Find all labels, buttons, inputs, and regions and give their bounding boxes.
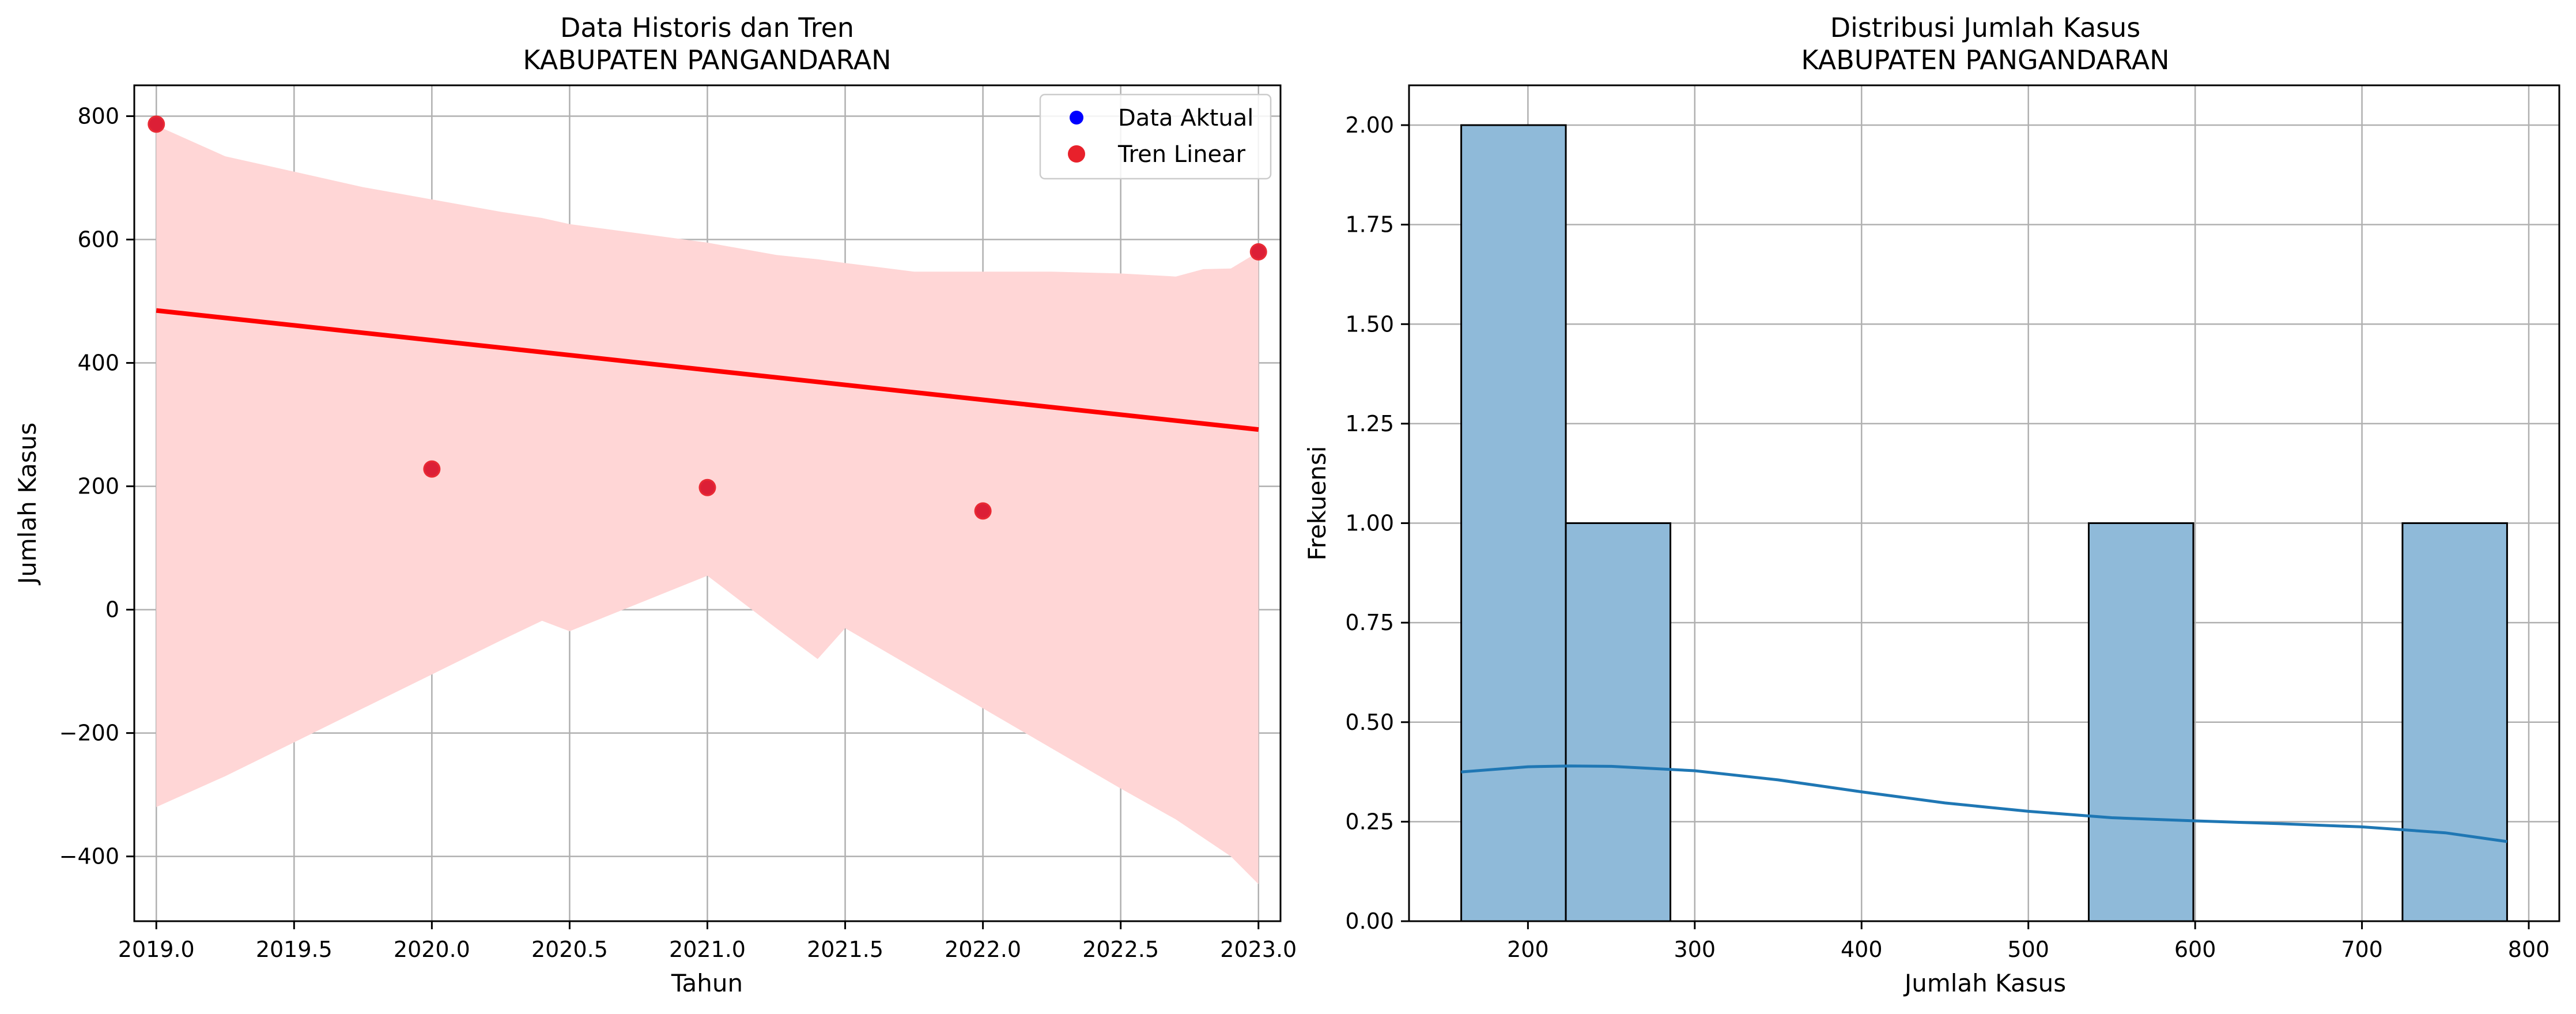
right-x-tick-label: 200 bbox=[1507, 937, 1549, 962]
left-x-tick-label: 2022.0 bbox=[945, 937, 1021, 962]
left-x-tick-label: 2019.5 bbox=[256, 937, 333, 962]
right-y-tick-label: 0.25 bbox=[1345, 809, 1394, 834]
histogram-bar bbox=[2401, 522, 2508, 922]
left-x-tick-label: 2021.5 bbox=[807, 937, 883, 962]
right-chart-title: Distribusi Jumlah Kasus bbox=[1830, 12, 2141, 43]
right-chart-kde-line bbox=[1461, 764, 2507, 843]
right-chart-subtitle: KABUPATEN PANGANDARAN bbox=[1801, 44, 2169, 76]
left-y-tick-label: −400 bbox=[59, 844, 119, 869]
left-y-tick-label: 0 bbox=[105, 597, 119, 623]
left-chart-x-ticks: 2019.0 2019.5 2020.0 2020.5 2021.0 2021.5 2022… bbox=[118, 921, 1297, 962]
left-chart-trend-line bbox=[156, 308, 1259, 432]
right-chart-x-label: Jumlah Kasus bbox=[1903, 969, 2066, 997]
tren-linear-point bbox=[974, 502, 992, 520]
left-x-tick-label: 2020.5 bbox=[531, 937, 608, 962]
tren-linear-point bbox=[148, 115, 165, 133]
histogram-bar bbox=[1460, 124, 1567, 922]
right-y-tick-label: 0.75 bbox=[1345, 610, 1394, 635]
kde-line bbox=[1461, 764, 2507, 843]
left-chart-legend: Data Aktual Tren Linear bbox=[1039, 93, 1272, 180]
right-y-tick-label: 0.00 bbox=[1345, 909, 1394, 934]
right-y-tick-label: 1.25 bbox=[1345, 411, 1394, 436]
left-chart-subtitle: KABUPATEN PANGANDARAN bbox=[523, 44, 891, 76]
confidence-band bbox=[156, 125, 1259, 884]
left-y-tick-label: 200 bbox=[77, 474, 119, 499]
right-y-tick-label: 0.50 bbox=[1345, 710, 1394, 735]
right-y-tick-label: 2.00 bbox=[1345, 112, 1394, 138]
legend-label-tren-linear: Tren Linear bbox=[1117, 141, 1246, 168]
right-y-tick-label: 1.50 bbox=[1345, 311, 1394, 337]
legend-marker-data-aktual bbox=[1070, 111, 1083, 125]
right-chart: Distribusi Jumlah Kasus KABUPATEN PANGAN… bbox=[1303, 12, 2560, 997]
left-chart-y-label: Jumlah Kasus bbox=[13, 423, 41, 586]
left-y-tick-label: 400 bbox=[77, 350, 119, 376]
left-x-tick-label: 2021.0 bbox=[669, 937, 746, 962]
legend-marker-tren-linear bbox=[1068, 145, 1085, 163]
left-x-tick-label: 2022.5 bbox=[1082, 937, 1159, 962]
left-chart-x-label: Tahun bbox=[671, 969, 743, 997]
left-x-tick-label: 2019.0 bbox=[118, 937, 195, 962]
legend-label-data-aktual: Data Aktual bbox=[1118, 105, 1253, 131]
left-y-tick-label: 600 bbox=[77, 227, 119, 252]
trend-line bbox=[156, 308, 1259, 432]
left-chart-points bbox=[148, 115, 1267, 520]
legend-box bbox=[1039, 93, 1272, 180]
tren-linear-point bbox=[423, 460, 441, 478]
right-chart-y-ticks: 0.00 0.25 0.50 0.75 1.00 1.25 1.50 1.75 2.00 bbox=[1345, 112, 1409, 934]
left-chart-y-ticks: −400 −200 0 200 400 600 800 bbox=[59, 104, 134, 869]
left-chart-confidence-band bbox=[156, 125, 1259, 884]
histogram-bar bbox=[2087, 522, 2194, 922]
right-x-tick-label: 800 bbox=[2508, 937, 2550, 962]
tren-linear-point bbox=[1249, 243, 1267, 261]
left-y-tick-label: −200 bbox=[59, 721, 119, 746]
left-chart-title: Data Historis dan Tren bbox=[560, 12, 854, 43]
right-x-tick-label: 600 bbox=[2174, 937, 2216, 962]
right-y-tick-label: 1.00 bbox=[1345, 511, 1394, 536]
right-x-tick-label: 500 bbox=[2007, 937, 2049, 962]
right-chart-frame bbox=[1408, 84, 2560, 922]
right-chart-x-ticks: 200 300 400 500 600 700 800 bbox=[1507, 921, 2549, 962]
right-chart-y-label: Frekuensi bbox=[1303, 446, 1331, 561]
right-x-tick-label: 300 bbox=[1674, 937, 1716, 962]
left-y-tick-label: 800 bbox=[77, 104, 119, 129]
left-chart: Data Historis dan Tren KABUPATEN PANGAND… bbox=[13, 12, 1297, 997]
right-x-tick-label: 400 bbox=[1841, 937, 1883, 962]
histogram-bar bbox=[1565, 522, 1672, 922]
left-x-tick-label: 2023.0 bbox=[1220, 937, 1297, 962]
tren-linear-point bbox=[698, 478, 716, 496]
right-chart-bars bbox=[1460, 124, 2508, 922]
right-y-tick-label: 1.75 bbox=[1345, 212, 1394, 238]
right-x-tick-label: 700 bbox=[2341, 937, 2383, 962]
left-x-tick-label: 2020.0 bbox=[394, 937, 470, 962]
